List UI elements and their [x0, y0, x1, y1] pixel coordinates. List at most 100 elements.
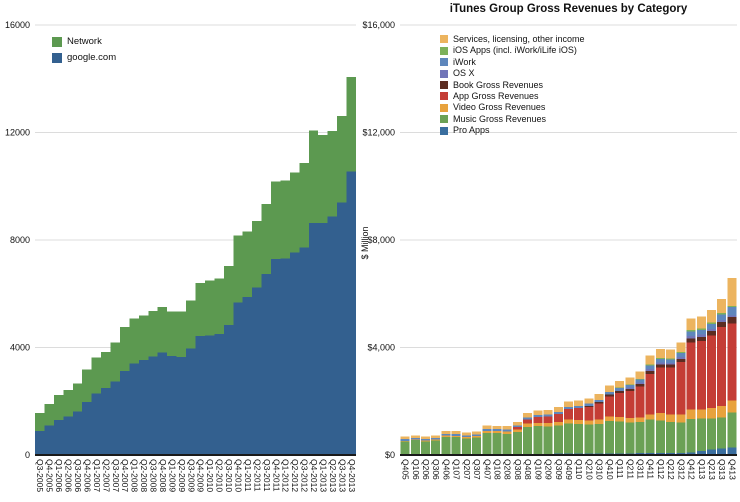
bar-segment-services-licensing-other-income [635, 371, 645, 379]
bar-segment-music-gross-revenues [492, 433, 502, 454]
x-tick-label: Q2-2007 [101, 459, 111, 492]
x-tick-label: Q310 [595, 459, 605, 480]
bar-segment-video-gross-revenues [645, 414, 655, 420]
y-axis-title-dollar-million: $ Million [360, 226, 370, 260]
bar-segment-google-com [167, 355, 177, 455]
bar-segment-music-gross-revenues [666, 422, 676, 453]
bar-segment-video-gross-revenues [625, 417, 635, 423]
x-tick-label: Q207 [462, 459, 472, 480]
bar-segment-app-gross-revenues [676, 362, 686, 415]
bar-segment-iwork [717, 314, 727, 320]
bar-segment-network [308, 130, 319, 223]
x-tick-label: Q3-2006 [73, 459, 83, 492]
bar-segment-pro-apps [645, 452, 655, 455]
bar-segment-music-gross-revenues [574, 423, 584, 454]
x-tick-label: Q112 [656, 459, 666, 479]
bar-segment-os-x [625, 387, 635, 389]
x-tick-label: Q1-2013 [318, 459, 328, 492]
bar-segment-iwork [421, 439, 431, 441]
y-tick-label: $16,000 [362, 20, 395, 30]
bar-segment-network [337, 116, 347, 203]
legend-label: OS X [453, 68, 475, 79]
bar-segment-pro-apps [717, 448, 727, 455]
bar-segment-google-com [35, 431, 45, 455]
bar-segment-book-gross-revenues [717, 322, 727, 327]
legend-swatch-icon [440, 46, 448, 55]
legend-swatch-icon [52, 52, 62, 63]
bar-segment-ios-apps-incl-iwork-ilife-ios [645, 364, 655, 366]
bar-segment-music-gross-revenues [584, 424, 594, 454]
bar-segment-services-licensing-other-income [666, 349, 676, 359]
bar-segment-network [233, 235, 243, 303]
bar-segment-services-licensing-other-income [727, 278, 737, 306]
bar-segment-network [138, 315, 149, 361]
bar-segment-services-licensing-other-income [604, 385, 614, 393]
bar-segment-services-licensing-other-income [431, 435, 441, 439]
bar-segment-video-gross-revenues [451, 435, 461, 438]
legend-swatch-icon [440, 115, 448, 124]
bar-segment-google-com [176, 356, 187, 455]
bar-segment-book-gross-revenues [645, 371, 655, 374]
bar-segment-music-gross-revenues [533, 426, 543, 454]
bar-segment-network [82, 369, 92, 402]
legend-label: Network [67, 36, 102, 47]
bar-segment-google-com [63, 416, 73, 455]
bar-segment-os-x [686, 336, 696, 339]
bar-segment-os-x [676, 356, 686, 359]
bar-segment-video-gross-revenues [635, 417, 645, 423]
bar-segment-app-gross-revenues [543, 416, 553, 424]
bar-segment-video-gross-revenues [502, 431, 512, 434]
bar-segment-video-gross-revenues [441, 435, 451, 437]
bar-segment-video-gross-revenues [410, 439, 420, 441]
x-tick-label: Q4-2012 [309, 459, 319, 492]
bar-segment-app-gross-revenues [604, 396, 614, 417]
bar-segment-services-licensing-other-income [482, 425, 492, 429]
bar-segment-app-gross-revenues [696, 340, 706, 410]
bar-segment-book-gross-revenues [666, 364, 676, 368]
bar-segment-video-gross-revenues [574, 419, 584, 424]
bar-segment-services-licensing-other-income [512, 421, 522, 426]
bar-segment-music-gross-revenues [625, 422, 635, 454]
bar-segment-google-com [72, 411, 83, 455]
x-tick-label: Q1-2006 [54, 459, 64, 492]
bar-segment-app-gross-revenues [645, 373, 655, 415]
x-tick-label: Q109 [533, 459, 543, 480]
x-tick-label: Q1-2012 [281, 459, 291, 492]
bar-segment-app-gross-revenues [594, 403, 604, 420]
bar-segment-google-com [44, 425, 54, 455]
bar-segment-music-gross-revenues [615, 421, 625, 454]
bar-segment-network [327, 130, 338, 217]
bar-segment-google-com [289, 252, 300, 455]
bar-segment-music-gross-revenues [421, 441, 431, 455]
y-tick-label: 4000 [10, 343, 30, 353]
y-tick-label: $12,000 [362, 128, 395, 138]
bar-segment-iwork [461, 435, 471, 437]
bar-segment-video-gross-revenues [666, 414, 676, 423]
legend-swatch-icon [440, 58, 448, 67]
bar-segment-video-gross-revenues [727, 400, 737, 413]
bar-segment-video-gross-revenues [431, 439, 441, 441]
bar-segment-video-gross-revenues [533, 422, 543, 427]
bar-segment-google-com [101, 388, 111, 455]
x-tick-label: Q312 [676, 459, 686, 480]
bar-segment-google-com [261, 273, 272, 455]
bar-segment-video-gross-revenues [553, 422, 563, 426]
bar-segment-network [167, 311, 177, 356]
bar-segment-iwork [666, 359, 676, 363]
bar-segment-services-licensing-other-income [421, 436, 431, 440]
bar-segment-network [280, 180, 290, 259]
bar-segment-music-gross-revenues [696, 418, 706, 451]
bar-segment-iwork [533, 415, 543, 418]
x-tick-label: Q4-2009 [196, 459, 206, 492]
bar-segment-video-gross-revenues [686, 409, 696, 419]
x-tick-label: Q412 [687, 459, 697, 480]
bar-segment-pro-apps [696, 450, 706, 455]
bar-segment-music-gross-revenues [676, 422, 686, 453]
bar-segment-services-licensing-other-income [553, 407, 563, 412]
x-tick-label: Q3-2013 [337, 459, 347, 492]
bar-segment-services-licensing-other-income [584, 398, 594, 404]
bar-segment-book-gross-revenues [676, 358, 686, 363]
bar-segment-google-com [204, 335, 215, 455]
bar-segment-os-x [706, 328, 716, 332]
legend-label: Services, licensing, other income [453, 34, 585, 44]
